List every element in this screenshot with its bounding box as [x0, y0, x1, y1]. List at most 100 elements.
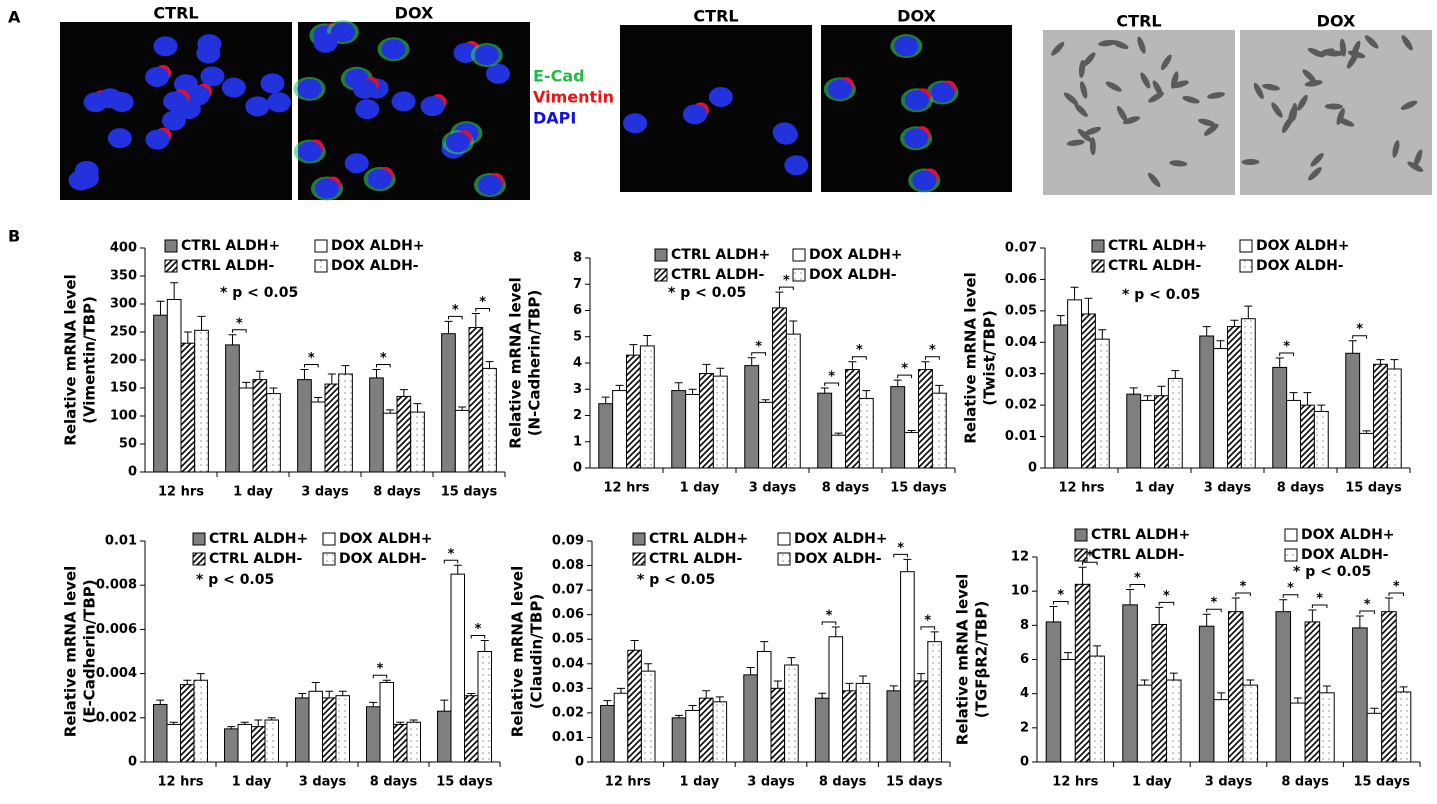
significance-label: * [1211, 596, 1218, 611]
legend-swatch [1284, 528, 1298, 542]
bar [379, 681, 395, 763]
image-title: DOX [395, 4, 434, 23]
significance-bracket [372, 674, 388, 679]
y-tick-label: 8 [573, 251, 582, 266]
error-bar [761, 399, 770, 403]
bar [1300, 404, 1315, 469]
significance-label: * [755, 339, 762, 354]
error-bar [820, 387, 829, 394]
y-tick-label: 0.02 [552, 705, 584, 720]
error-bar [1216, 340, 1225, 349]
bar [1089, 655, 1105, 763]
y-tick-label: 0.05 [552, 632, 584, 647]
bar [1081, 313, 1096, 469]
y-tick-label: 0.09 [552, 534, 584, 549]
bar [904, 432, 920, 469]
legend-label: CTRL ALDH- [1091, 547, 1184, 563]
bar [264, 719, 279, 763]
error-bar [1143, 395, 1152, 401]
significance-label: * [1393, 580, 1400, 595]
panel-label: B [8, 227, 20, 246]
y-tick-label: 0.008 [96, 578, 137, 593]
legend-swatch [322, 532, 336, 546]
significance-bracket [1282, 594, 1299, 598]
error-bar [1093, 645, 1102, 657]
y-tick-label: 8 [1020, 618, 1029, 633]
bar [1053, 324, 1069, 469]
bar [744, 365, 760, 469]
error-bar [269, 387, 278, 394]
bar [1242, 684, 1259, 763]
error-bar [1370, 707, 1379, 714]
significance-label: * [1057, 588, 1064, 603]
error-bar [440, 699, 449, 712]
legend-label: DOX ALDH+ [1256, 238, 1350, 254]
bar [845, 369, 860, 469]
legend-swatch [1284, 548, 1298, 562]
y-axis-label: (TGFβR2/TBP) [973, 601, 991, 718]
error-bar [1078, 566, 1087, 585]
significance-bracket [897, 374, 913, 379]
bar [1213, 348, 1229, 469]
significance-bracket [231, 329, 247, 333]
error-bar [848, 361, 857, 370]
legend-swatch [192, 532, 206, 546]
x-tick-label: 8 days [822, 481, 870, 496]
error-bar [629, 344, 638, 356]
bar [1313, 410, 1329, 469]
error-bar [1317, 404, 1326, 412]
error-bar [338, 690, 347, 696]
error-bar [834, 432, 843, 436]
bar [295, 697, 310, 763]
bar [1199, 335, 1215, 469]
x-tick-label: 1 day [1132, 775, 1172, 790]
micrograph [60, 22, 292, 200]
significance-bracket [375, 364, 391, 368]
y-tick-label: 0.04 [1005, 335, 1037, 350]
bar [224, 728, 239, 763]
bar [1352, 627, 1368, 763]
x-tick-label: 1 day [233, 485, 273, 500]
error-bar [1217, 692, 1226, 700]
error-bar [862, 390, 871, 399]
x-tick-label: 1 day [1135, 481, 1175, 496]
significance-bracket [1206, 608, 1222, 613]
error-bar [1140, 679, 1149, 686]
error-bar [386, 409, 395, 414]
significance-bracket [778, 286, 794, 291]
annotation: * p < 0.05 [637, 572, 715, 588]
significance-bracket [1082, 561, 1098, 566]
y-tick-label: 0.02 [1005, 398, 1037, 413]
bar [450, 573, 466, 763]
error-bar [688, 388, 697, 395]
x-tick-label: 15 days [886, 775, 943, 790]
significance-bracket [443, 559, 459, 564]
error-bar [1384, 597, 1393, 612]
bar [1290, 702, 1306, 763]
y-axis-label: Relative mRNA level [954, 574, 972, 745]
error-bar [300, 369, 309, 380]
significance-label: * [783, 274, 790, 289]
error-bar [413, 403, 422, 413]
error-bar [775, 291, 784, 308]
image-title: DOX [897, 7, 936, 26]
error-bar [255, 370, 264, 380]
error-bar [1399, 686, 1408, 692]
legend-swatch [1091, 239, 1105, 253]
legend-label: CTRL ALDH- [181, 258, 274, 274]
bar [1067, 299, 1083, 469]
error-bar [240, 721, 249, 725]
bar [1359, 432, 1375, 469]
error-bar [169, 721, 178, 725]
bar [1074, 583, 1091, 763]
legend-label: DOX ALDH+ [339, 531, 433, 547]
x-tick-label: 12 hrs [605, 775, 651, 790]
error-bar [1279, 599, 1288, 612]
significance-bracket [1388, 592, 1405, 596]
x-tick-label: 3 days [747, 775, 795, 790]
error-bar [396, 721, 405, 725]
image-title: CTRL [153, 4, 198, 23]
bar [410, 411, 425, 473]
y-axis-label: Relative mRNA level [962, 272, 980, 443]
